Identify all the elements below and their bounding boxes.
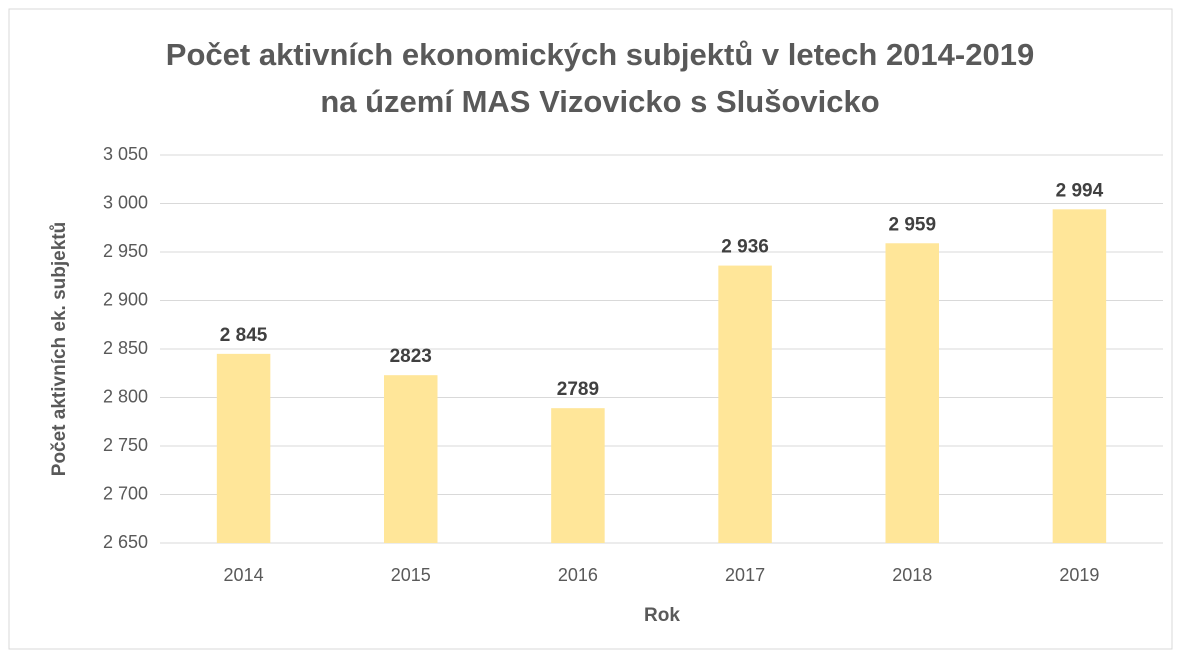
x-axis-title: Rok xyxy=(644,605,680,626)
y-tick-label: 3 000 xyxy=(103,192,148,212)
data-label: 2 936 xyxy=(721,237,769,258)
y-axis-title: Počet aktivních ek. subjektů xyxy=(49,222,70,476)
bar xyxy=(384,375,438,543)
x-tick-label: 2014 xyxy=(224,565,264,585)
y-tick-label: 2 800 xyxy=(103,386,148,406)
x-tick-label: 2016 xyxy=(558,565,598,585)
x-tick-label: 2018 xyxy=(892,565,932,585)
y-tick-label: 2 900 xyxy=(103,289,148,309)
data-label: 2789 xyxy=(557,379,599,400)
data-label: 2 959 xyxy=(888,214,936,235)
x-tick-label: 2017 xyxy=(725,565,765,585)
chart-title: na území MAS Vizovicko s Slušovicko xyxy=(320,84,879,119)
y-tick-label: 3 050 xyxy=(103,144,148,164)
bar xyxy=(216,353,271,543)
y-tick-label: 2 700 xyxy=(103,483,148,503)
y-tick-label: 2 950 xyxy=(103,241,148,261)
data-label: 2 845 xyxy=(220,325,268,346)
bar xyxy=(1052,209,1107,543)
x-tick-label: 2019 xyxy=(1059,565,1099,585)
chart-title: Počet aktivních ekonomických subjektů v … xyxy=(166,37,1034,72)
y-tick-label: 2 850 xyxy=(103,338,148,358)
x-tick-label: 2015 xyxy=(391,565,431,585)
y-tick-label: 2 750 xyxy=(103,435,148,455)
bar xyxy=(551,408,605,543)
data-label: 2823 xyxy=(390,346,432,367)
data-label: 2 994 xyxy=(1056,180,1104,201)
bar xyxy=(718,265,772,543)
bar xyxy=(885,243,939,543)
y-tick-label: 2 650 xyxy=(103,532,148,552)
